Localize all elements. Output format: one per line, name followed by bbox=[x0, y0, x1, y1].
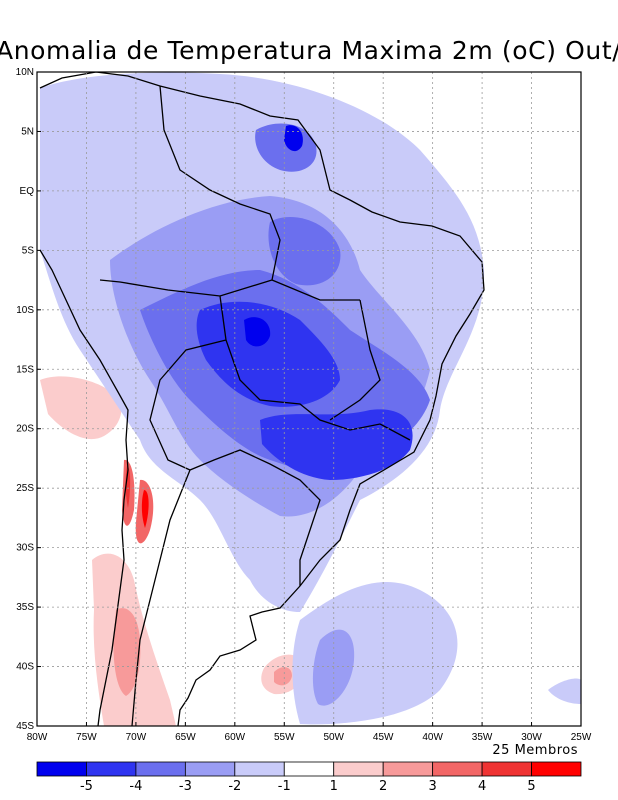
lon-label: 30W bbox=[521, 732, 542, 743]
lat-label: 10S bbox=[16, 305, 34, 316]
coastlines bbox=[39, 72, 485, 726]
lon-label: 60W bbox=[225, 732, 246, 743]
warm-anomaly-argentina-core bbox=[274, 667, 292, 686]
lat-label: 40S bbox=[16, 662, 34, 673]
colorbar-swatch bbox=[36, 761, 87, 777]
colorbar-swatch bbox=[333, 761, 384, 777]
warm-anomaly-pacific bbox=[40, 376, 122, 440]
colorbar-swatch bbox=[481, 761, 532, 777]
members-note: 25 Membros bbox=[492, 743, 578, 758]
colorbar-label: -1 bbox=[278, 779, 291, 794]
lat-label: 30S bbox=[16, 543, 34, 554]
cold-anomaly-level-1-east bbox=[548, 678, 581, 704]
colorbar-label: 4 bbox=[478, 779, 486, 794]
lon-label: 45W bbox=[373, 732, 394, 743]
colorbar-swatch bbox=[432, 761, 483, 777]
lon-label: 35W bbox=[472, 732, 493, 743]
colorbar-label: -3 bbox=[179, 779, 192, 794]
map-frame bbox=[36, 71, 582, 727]
colorbar-label: 1 bbox=[330, 779, 338, 794]
lon-label: 65W bbox=[175, 732, 196, 743]
colorbar-label: 2 bbox=[379, 779, 387, 794]
lat-label: 5N bbox=[21, 126, 34, 137]
lon-label: 25W bbox=[571, 732, 592, 743]
colorbar bbox=[36, 761, 582, 777]
lat-label: 35S bbox=[16, 602, 34, 613]
lon-label: 40W bbox=[422, 732, 443, 743]
cold-anomaly-level-4 bbox=[196, 301, 340, 407]
colorbar-labels: -5 -4 -3 -2 -1 1 2 3 4 5 bbox=[80, 779, 536, 794]
anomaly-field bbox=[40, 72, 581, 726]
colorbar-label: -2 bbox=[228, 779, 241, 794]
colorbar-swatch bbox=[86, 761, 137, 777]
lat-label: EQ bbox=[20, 186, 35, 197]
colorbar-swatch bbox=[135, 761, 186, 777]
warm-anomaly-spine-core-2 bbox=[141, 490, 149, 528]
colorbar-label: -5 bbox=[80, 779, 93, 794]
lon-label: 50W bbox=[323, 732, 344, 743]
cold-anomaly-level-5 bbox=[244, 317, 271, 347]
lat-label: 20S bbox=[16, 424, 34, 435]
colorbar-swatch bbox=[283, 761, 335, 777]
colorbar-swatch bbox=[184, 761, 236, 777]
latitude-labels: 10N 5N EQ 5S 10S 15S 20S 25S 30S 35S 40S 45S bbox=[16, 67, 41, 732]
lon-label: 75W bbox=[76, 732, 97, 743]
colorbar-swatch bbox=[234, 761, 285, 777]
lat-label: 10N bbox=[16, 67, 34, 78]
south-america-coastline bbox=[39, 72, 485, 726]
map-grid bbox=[37, 72, 581, 726]
cold-anomaly-level-3-amazon bbox=[268, 217, 341, 286]
lon-label: 80W bbox=[27, 732, 48, 743]
lat-label: 25S bbox=[16, 483, 34, 494]
cold-anomaly-level-4-south bbox=[260, 409, 413, 480]
colorbar-label: 3 bbox=[428, 779, 436, 794]
colorbar-label: 5 bbox=[527, 779, 535, 794]
lat-label: 5S bbox=[22, 245, 35, 256]
longitude-labels: 80W 75W 70W 65W 60W 55W 50W 45W 40W 35W 30W 25W bbox=[27, 722, 592, 743]
colorbar-swatch bbox=[382, 761, 434, 777]
colorbar-label: -4 bbox=[129, 779, 142, 794]
lat-label: 15S bbox=[16, 364, 34, 375]
lon-label: 55W bbox=[274, 732, 295, 743]
lon-label: 70W bbox=[126, 732, 147, 743]
colorbar-swatch bbox=[531, 761, 582, 777]
lat-label: 45S bbox=[16, 721, 34, 732]
map-title: Anomalia de Temperatura Maxima 2m (oC) O… bbox=[0, 36, 618, 65]
country-borders bbox=[99, 85, 411, 726]
warm-anomaly-andes-core bbox=[113, 608, 141, 696]
